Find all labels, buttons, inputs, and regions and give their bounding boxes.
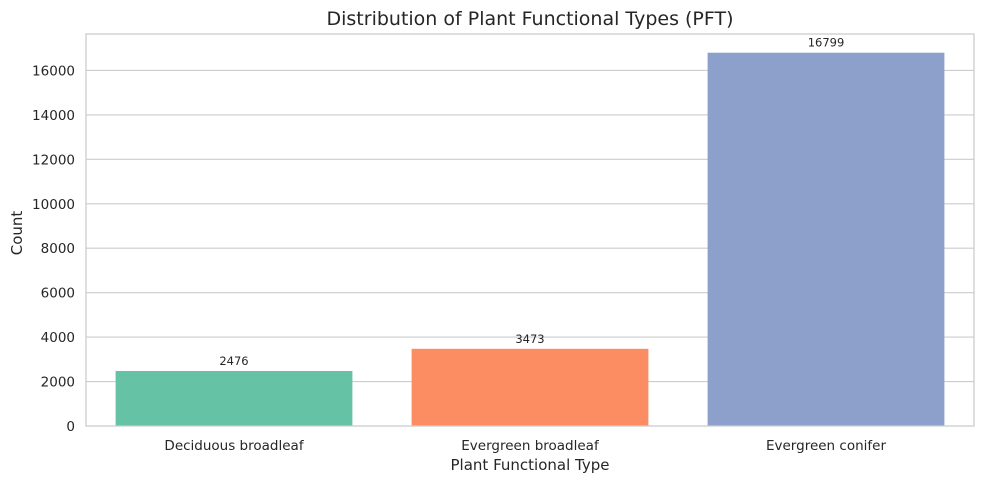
bar-value-label: 16799: [808, 36, 845, 50]
y-tick-label: 2000: [41, 375, 75, 391]
bar-evergreen-conifer: [707, 52, 945, 426]
y-tick-label: 14000: [32, 108, 75, 124]
y-tick-label: 0: [66, 419, 75, 435]
y-tick-label: 8000: [41, 241, 75, 257]
bar-value-label: 3473: [515, 332, 544, 346]
bar-deciduous-broadleaf: [115, 370, 353, 426]
x-tick-label: Evergreen broadleaf: [461, 438, 600, 454]
bar-evergreen-broadleaf: [411, 348, 649, 426]
y-tick-label: 16000: [32, 63, 75, 79]
y-tick-label: 6000: [41, 286, 75, 302]
y-tick-label: 12000: [32, 152, 75, 168]
x-axis-label: Plant Functional Type: [451, 456, 610, 474]
bars: [115, 52, 945, 426]
bar-value-label: 2476: [219, 354, 248, 368]
x-axis-ticks: Deciduous broadleaf Evergreen broadleaf Ev…: [164, 438, 886, 454]
x-tick-label: Deciduous broadleaf: [164, 438, 304, 454]
y-axis-ticks: 0 2000 4000 6000 8000 10000 12000 14000 16000: [32, 63, 75, 435]
bar-value-labels: 2476 3473 16799: [219, 36, 844, 368]
y-tick-label: 10000: [32, 197, 75, 213]
chart-title: Distribution of Plant Functional Types (…: [327, 8, 734, 30]
x-tick-label: Evergreen conifer: [766, 438, 886, 454]
y-tick-label: 4000: [41, 330, 75, 346]
y-axis-label: Count: [8, 211, 26, 256]
plot-frame: [85, 33, 975, 427]
